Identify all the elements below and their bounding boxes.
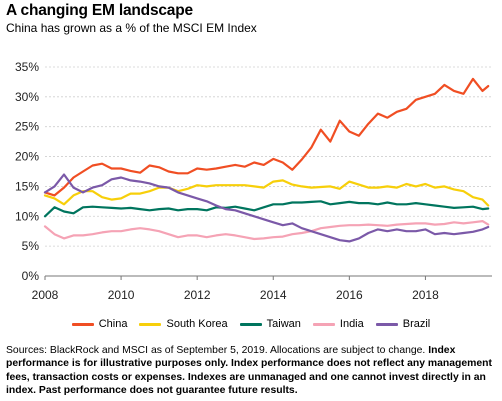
x-tick-label: 2010 <box>108 288 135 302</box>
chart-legend: China South Korea Taiwan India Brazil <box>0 318 502 330</box>
x-tick-label: 2018 <box>412 288 439 302</box>
chart-subtitle: China has grown as a % of the MSCI EM In… <box>6 21 257 35</box>
legend-swatch <box>71 322 94 326</box>
series-line-taiwan <box>43 200 490 218</box>
footnote: Sources: BlackRock and MSCI as of Septem… <box>6 344 496 398</box>
series-line-brazil <box>43 173 490 243</box>
legend-label: India <box>339 318 364 330</box>
y-tick-label: 15% <box>15 179 39 193</box>
y-tick-label: 0% <box>22 269 40 283</box>
y-tick-label: 30% <box>15 90 39 104</box>
x-tick-label: 2014 <box>260 288 287 302</box>
series-line-china <box>43 77 490 197</box>
x-tick-label: 2008 <box>32 288 59 302</box>
legend-swatch <box>312 322 335 326</box>
legend-swatch <box>139 322 162 326</box>
x-tick-label: 2012 <box>184 288 211 302</box>
footnote-disclaimer: Index performance is for illustrative pu… <box>6 345 492 397</box>
legend-item-brazil: Brazil <box>375 318 431 330</box>
legend-item-india: India <box>312 318 364 330</box>
series-line-india <box>43 220 490 241</box>
y-tick-label: 20% <box>15 150 39 164</box>
y-tick-label: 35% <box>15 60 39 74</box>
y-tick-label: 25% <box>15 120 39 134</box>
legend-label: South Korea <box>166 318 228 330</box>
x-tick-label: 2016 <box>336 288 363 302</box>
legend-label: China <box>98 318 128 330</box>
line-chart: 0% 5% 10% 15% 20% 25% 30% 35% 2008 2010 2012 2014 20… <box>15 60 492 302</box>
footnote-sources: Sources: BlackRock and MSCI as of Septem… <box>6 345 426 356</box>
chart-title: A changing EM landscape <box>6 2 193 19</box>
series-line-south-korea <box>43 179 490 207</box>
legend-label: Taiwan <box>266 318 301 330</box>
legend-swatch <box>375 322 398 326</box>
legend-item-china: China <box>71 318 128 330</box>
y-tick-label: 10% <box>15 209 39 223</box>
y-tick-label: 5% <box>22 239 40 253</box>
legend-label: Brazil <box>402 318 431 330</box>
legend-swatch <box>239 322 262 326</box>
legend-item-taiwan: Taiwan <box>239 318 301 330</box>
legend-item-south-korea: South Korea <box>139 318 228 330</box>
